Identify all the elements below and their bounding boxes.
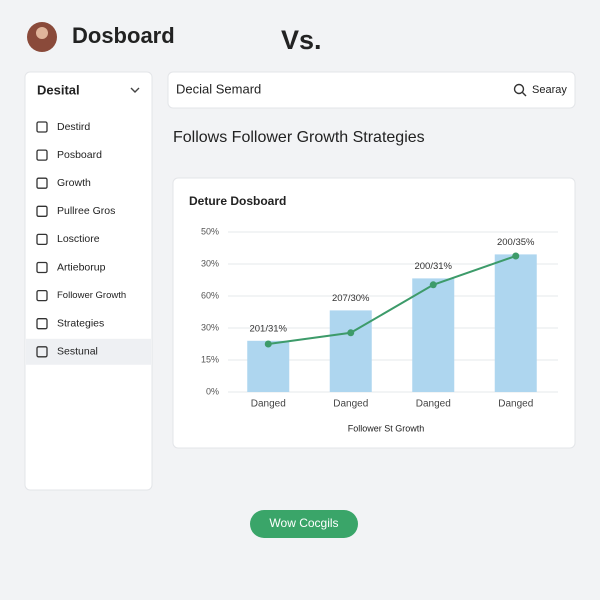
x-tick-label: Danged (498, 399, 533, 410)
search-bar[interactable] (167, 71, 576, 109)
annotation: 207/30% (332, 293, 370, 304)
avatar-face (36, 27, 48, 39)
sidebar-item[interactable]: Artieborup (57, 261, 106, 273)
item-icon (36, 149, 48, 161)
item-icon (36, 121, 48, 133)
action-label: Wow Cocgils (269, 516, 338, 530)
search-placeholder: Decial Semard (176, 81, 261, 96)
sidebar-item[interactable]: Follower Growth (57, 290, 126, 301)
badge: Vs. (281, 25, 322, 55)
bar (412, 278, 455, 392)
sidebar-items: Destird Posboard Growth Pullree Gros Losctio… (26, 121, 151, 365)
bar (247, 340, 290, 392)
chart: 0% 15% 30% 60% 30% 50% Danged Danged Danged Dange… (201, 226, 558, 410)
chart-title: Deture Dosboard (189, 194, 286, 208)
y-tick-label: 15% (201, 354, 219, 364)
search-icon-handle (522, 92, 527, 97)
item-icon (36, 346, 48, 358)
y-tick-label: 0% (206, 386, 219, 396)
app-title: Dosboard (72, 23, 175, 48)
y-tick-label: 30% (201, 322, 219, 332)
x-tick-label: Danged (251, 399, 286, 410)
item-icon (36, 205, 48, 217)
sidebar-item[interactable]: Destird (57, 121, 90, 133)
x-tick-label: Danged (416, 399, 451, 410)
point (429, 281, 437, 289)
point (347, 329, 355, 337)
sidebar-item[interactable]: Strategies (57, 317, 104, 329)
item-icon (36, 261, 48, 274)
search-icon[interactable] (513, 83, 525, 95)
item-icon (36, 318, 48, 330)
annotation: 200/35% (497, 237, 535, 248)
sidebar-item[interactable]: Sestunal (57, 346, 98, 358)
item-icon (36, 177, 48, 189)
action-button[interactable] (250, 510, 358, 538)
sidebar (24, 71, 153, 491)
annotation: 200/31% (414, 261, 452, 272)
point (512, 252, 520, 260)
chevron[interactable] (130, 87, 140, 93)
item-icon (36, 233, 48, 246)
sidebar-item[interactable]: Posboard (57, 149, 102, 161)
sidebar-title: Desital (37, 82, 80, 97)
line (268, 255, 517, 345)
heading: Follows Follower Growth Strategies (173, 129, 425, 146)
sidebar-item[interactable]: Losctiore (57, 233, 100, 245)
x-axis-label: Follower St Growth (348, 423, 425, 433)
x-tick-label: Danged (333, 399, 368, 410)
y-tick-label: 60% (201, 290, 219, 300)
bar (494, 254, 537, 392)
y-tick-label: 30% (201, 258, 219, 268)
point (264, 340, 272, 348)
item-icon (36, 289, 48, 302)
sidebar-item[interactable]: Growth (57, 177, 91, 189)
y-tick-label: 50% (201, 226, 219, 236)
annotation: 201/31% (249, 323, 287, 334)
sidebar-item[interactable]: Pullree Gros (57, 205, 115, 217)
search-button[interactable]: Searay (532, 84, 567, 96)
bar (329, 310, 372, 392)
